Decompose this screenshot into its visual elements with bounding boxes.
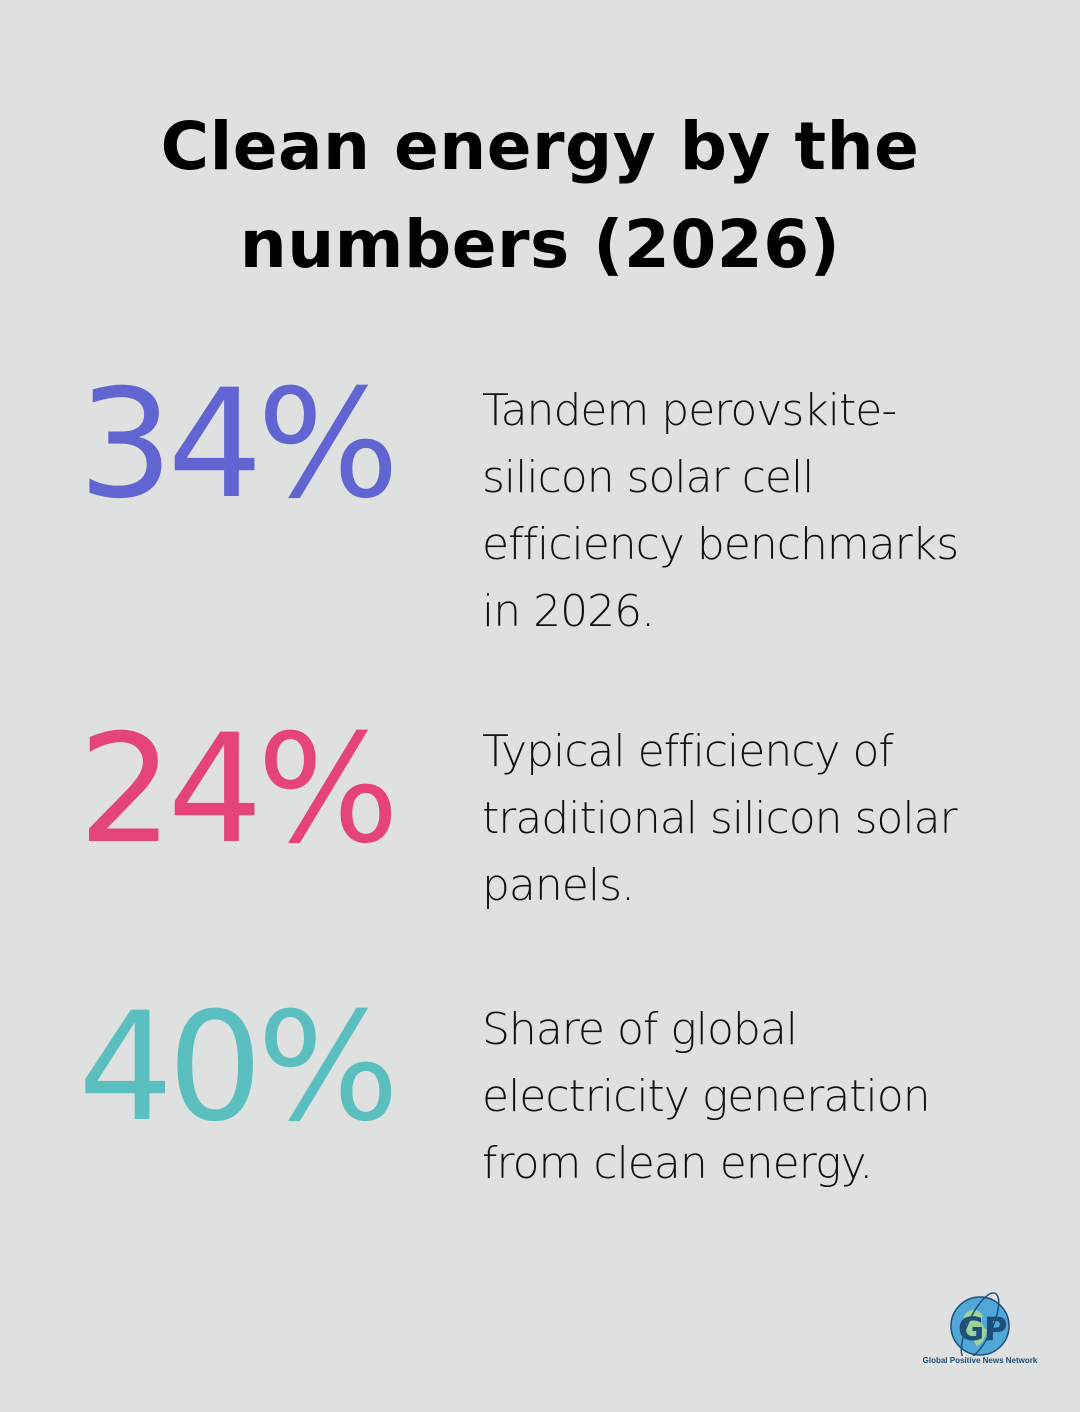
title-line-2: numbers (2026) — [239, 206, 841, 283]
globe-icon: G P — [950, 1292, 1010, 1360]
stat-value: 24% — [78, 703, 399, 877]
svg-text:P: P — [984, 1310, 1007, 1348]
stat-value: 34% — [78, 358, 399, 532]
svg-text:G: G — [958, 1310, 984, 1348]
page-title: Clean energy by the numbers (2026) — [0, 98, 1080, 294]
logo: G P Global Positive News Network — [912, 1290, 1048, 1370]
title-line-1: Clean energy by the — [160, 108, 920, 185]
logo-name: Global Positive News Network — [922, 1356, 1038, 1365]
stat-description: Share of global electricity generation f… — [482, 1004, 931, 1189]
stat-description: Tandem perovskite-silicon solar cell eff… — [482, 385, 959, 637]
stat-description: Typical efficiency of traditional silico… — [482, 726, 958, 911]
stat-value: 40% — [78, 981, 399, 1155]
